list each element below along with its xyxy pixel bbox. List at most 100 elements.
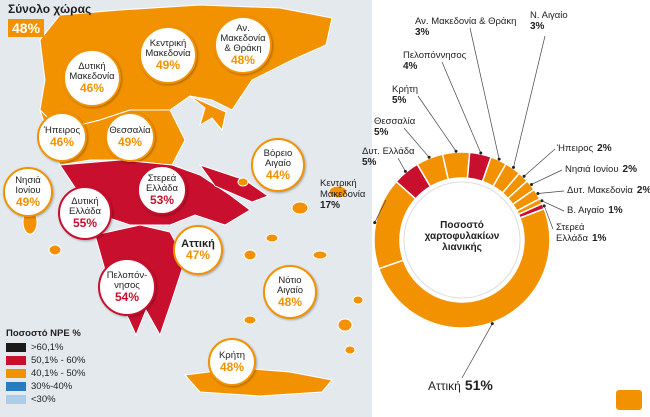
legend-label: 40,1% - 50% bbox=[31, 368, 86, 379]
legend-item: >60,1% bbox=[6, 342, 85, 353]
region-bubble: Βόρειο Αιγαίο 44% bbox=[251, 138, 305, 192]
donut-label-value: 4% bbox=[403, 61, 418, 72]
donut-label-name: Κρήτη bbox=[392, 84, 419, 95]
donut-label-value: 2% bbox=[597, 143, 612, 154]
region-shape bbox=[48, 244, 62, 256]
donut-label: Ήπειρος 2% bbox=[557, 143, 612, 154]
legend-swatch bbox=[6, 369, 26, 378]
region-shape bbox=[198, 164, 270, 203]
legend-swatch bbox=[6, 395, 26, 404]
leader-dot bbox=[522, 174, 526, 178]
donut-label-name: Στερεά Ελλάδα bbox=[556, 222, 588, 244]
region-name: Νησιά Ιονίου bbox=[15, 174, 41, 196]
leader-line bbox=[531, 169, 563, 185]
region-name: Κρήτη bbox=[218, 349, 246, 361]
region-shape bbox=[312, 250, 328, 260]
leader-line bbox=[543, 205, 554, 230]
region-shape bbox=[243, 249, 257, 261]
donut-label: Θεσσαλία 5% bbox=[374, 116, 415, 138]
region-bubble: Κρήτη 48% bbox=[208, 338, 256, 386]
donut-label: Ν. Αιγαίο 3% bbox=[530, 10, 590, 32]
region-name: Θεσσαλία bbox=[109, 124, 151, 136]
legend-item: <30% bbox=[6, 394, 85, 405]
region-bubble: Θεσσαλία 49% bbox=[105, 112, 155, 162]
donut-label: Κρήτη 5% bbox=[392, 84, 418, 106]
region-value: 44% bbox=[265, 167, 291, 182]
leader-dot bbox=[403, 169, 407, 173]
donut-label-value: 1% bbox=[591, 233, 607, 244]
region-name: Ήπειρος bbox=[43, 124, 81, 136]
region-bubble: Πελοπόν-νησος 54% bbox=[98, 258, 156, 316]
donut-label-name: Νησιά Ιονίου bbox=[565, 164, 619, 175]
region-bubble: Δυτική Ελλάδα 55% bbox=[58, 186, 112, 240]
donut-label-value: 1% bbox=[608, 205, 623, 216]
legend-swatch bbox=[6, 382, 26, 391]
legend-label: 50,1% - 60% bbox=[31, 355, 86, 366]
donut-label: Κεντρική Μακεδονία 17% bbox=[320, 178, 382, 211]
leader-dot bbox=[479, 151, 483, 155]
leader-line bbox=[397, 157, 406, 172]
donut-label-name: Ήπειρος bbox=[557, 143, 594, 154]
map-title: Σύνολο χώρας bbox=[8, 2, 92, 16]
region-name: Στερεά Ελλάδα bbox=[146, 172, 178, 194]
region-value: 49% bbox=[155, 57, 181, 72]
legend-item: 40,1% - 50% bbox=[6, 368, 85, 379]
region-bubble: Ήπειρος 46% bbox=[37, 112, 87, 162]
leader-dot bbox=[454, 149, 458, 153]
region-shape bbox=[243, 315, 257, 325]
leader-line bbox=[374, 199, 387, 223]
region-bubble: Νότιο Αιγαίο 48% bbox=[263, 265, 317, 319]
donut-segment bbox=[441, 151, 471, 181]
donut-label-value: 17% bbox=[320, 200, 341, 211]
donut-segment bbox=[377, 207, 551, 329]
donut-label: Αν. Μακεδονία & Θράκη 3% bbox=[415, 16, 516, 38]
leader-dot bbox=[530, 182, 534, 186]
donut-label: Νησιά Ιονίου 2% bbox=[565, 164, 637, 175]
region-name: Δυτική Ελλάδα bbox=[69, 195, 101, 217]
region-shape bbox=[344, 345, 356, 355]
donut-label-value: 2% bbox=[636, 185, 650, 196]
total-value: 48% bbox=[8, 19, 45, 37]
leader-dot bbox=[373, 221, 377, 225]
donut-label-value: 5% bbox=[362, 157, 377, 168]
donut-label-name: Δυτ. Μακεδονία bbox=[567, 185, 633, 196]
donut-label: Πελοπόννησος 4% bbox=[403, 50, 466, 72]
donut-label-value: 5% bbox=[392, 95, 407, 106]
donut-label: Δυτ. Ελλάδα 5% bbox=[362, 146, 415, 168]
region-value: 49% bbox=[117, 134, 143, 149]
logo bbox=[616, 390, 642, 410]
region-name: Αττική bbox=[181, 237, 215, 250]
leader-dot bbox=[511, 165, 515, 169]
donut-label-value: 3% bbox=[530, 21, 545, 32]
region-value: 54% bbox=[114, 289, 140, 304]
legend: Ποσοστό NPE % >60,1% 50,1% - 60% 40,1% - 50… bbox=[6, 328, 85, 407]
region-bubble: Στερεά Ελλάδα 53% bbox=[137, 165, 187, 215]
legend-item: 50,1% - 60% bbox=[6, 355, 85, 366]
region-bubble: Αττική 47% bbox=[173, 225, 223, 275]
region-shape bbox=[337, 318, 353, 332]
region-value: 48% bbox=[230, 52, 256, 67]
legend-label: >60,1% bbox=[31, 342, 64, 353]
region-shape bbox=[265, 233, 279, 243]
donut-label-name: Αττική bbox=[428, 379, 461, 393]
donut-label-value: 5% bbox=[374, 127, 389, 138]
leader-dot bbox=[540, 199, 544, 203]
region-value: 48% bbox=[277, 294, 303, 309]
region-value: 46% bbox=[79, 80, 105, 95]
donut-label-name: Θεσσαλία bbox=[374, 116, 416, 127]
donut-label-name: Ν. Αιγαίο bbox=[530, 10, 568, 21]
region-shape bbox=[291, 201, 309, 215]
donut-label: Στερεά Ελλάδα 1% bbox=[556, 222, 616, 244]
donut-hole bbox=[403, 181, 521, 299]
region-value: 47% bbox=[185, 247, 211, 262]
donut-label-value: 3% bbox=[415, 27, 430, 38]
donut-label: Β. Αιγαίο 1% bbox=[567, 205, 623, 216]
donut-segment bbox=[481, 155, 508, 188]
donut-label-name: Αν. Μακεδονία & Θράκη bbox=[415, 16, 517, 27]
leader-line bbox=[469, 27, 500, 160]
region-shape bbox=[328, 185, 348, 199]
leader-dot bbox=[427, 155, 431, 159]
region-name: Δυτική Μακεδονία bbox=[69, 60, 115, 82]
leader-line bbox=[417, 95, 457, 152]
